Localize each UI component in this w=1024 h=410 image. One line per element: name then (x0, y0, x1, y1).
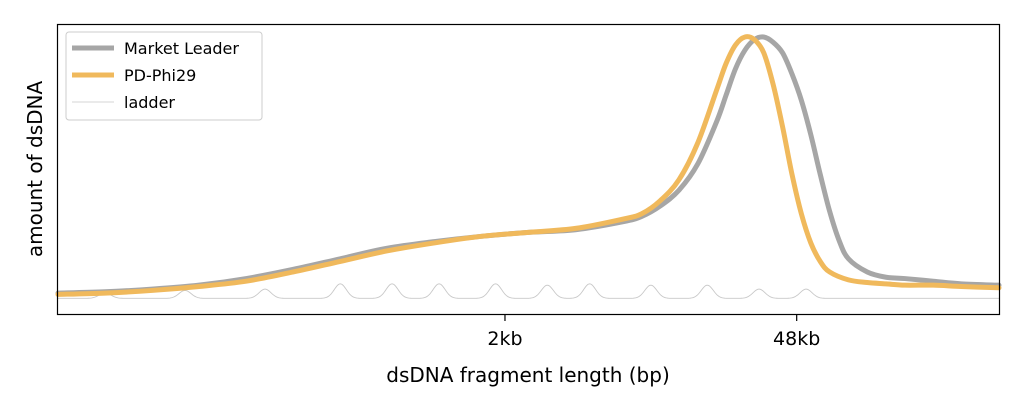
series-line-market-leader (55, 34, 1002, 296)
x-tick-label: 48kb (773, 328, 820, 350)
legend-label-pd-phi29: PD-Phi29 (124, 66, 196, 85)
y-axis-label: amount of dsDNA (23, 81, 47, 258)
x-tick-label: 2kb (487, 328, 522, 350)
legend: Market Leader PD-Phi29 ladder (65, 31, 263, 121)
plot-frame (56, 23, 1001, 316)
legend-box (65, 31, 263, 121)
series-layer (55, 34, 1002, 299)
x-ticks: 2kb 48kb (487, 314, 820, 350)
x-axis-label: dsDNA fragment length (bp) (386, 363, 670, 387)
legend-label-ladder: ladder (124, 93, 175, 112)
series-line-ladder (58, 283, 999, 299)
series-line-pd-phi29 (55, 34, 1002, 297)
legend-label-market-leader: Market Leader (124, 39, 239, 58)
